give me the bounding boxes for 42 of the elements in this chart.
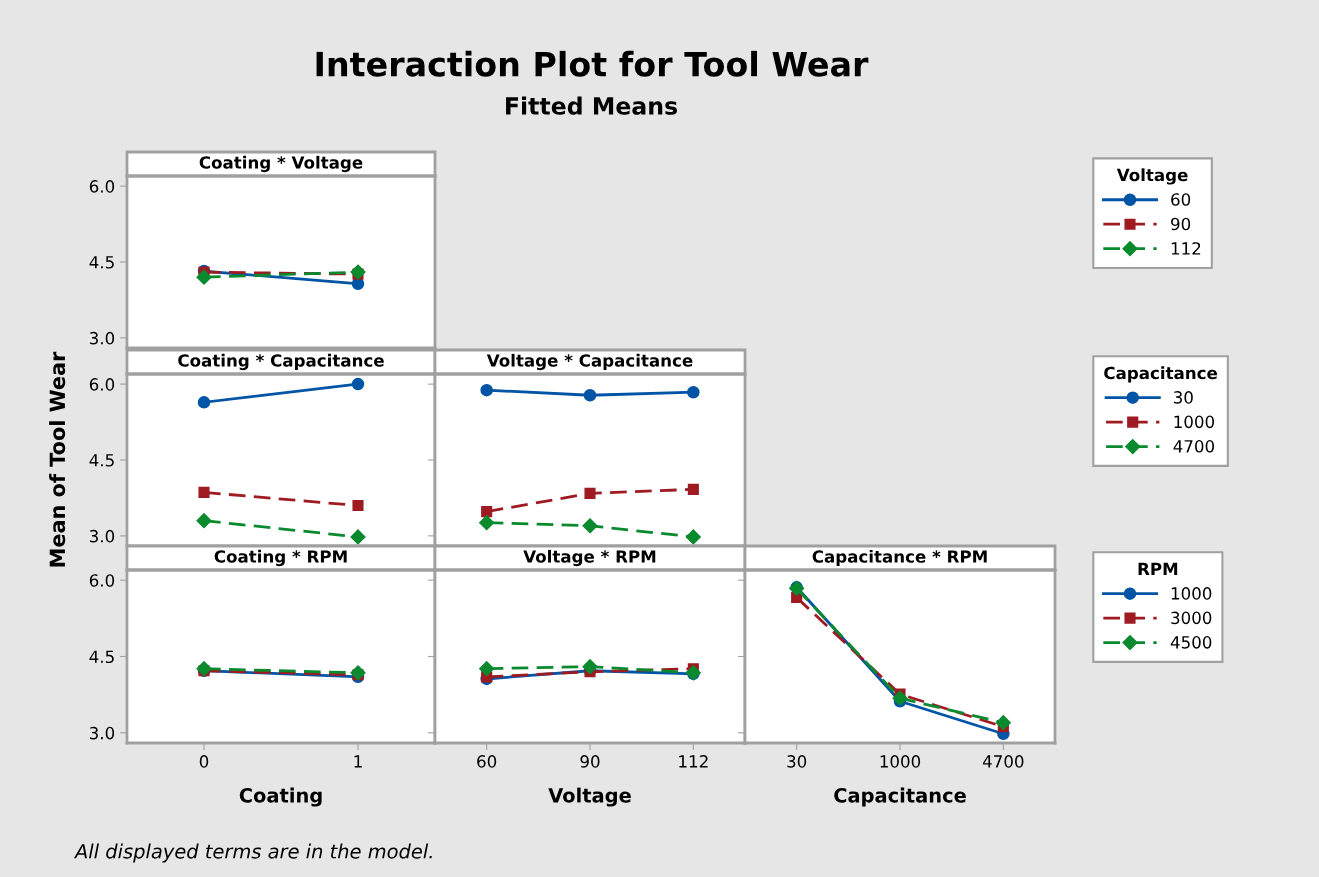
y-tick-label: 3.0 [89,726,115,740]
legend-label: 90 [1171,217,1191,231]
chart-title: Capacitance * RPM [812,549,987,567]
y-tick-label: 6.0 [89,378,115,391]
x-tick-label: 1 [354,755,362,768]
legend-label: 30 [1173,391,1193,404]
y-tick-label: 3.0 [89,331,115,345]
y-tick-label: 4.5 [89,256,114,269]
legend-label: 3000 [1171,611,1212,625]
y-tick-label: 4.5 [89,454,114,467]
chart-title: Coating * RPM [214,549,347,567]
y-tick-label: 3.0 [89,529,115,543]
legend-label: 1000 [1171,587,1212,600]
legend-title: Voltage [1116,168,1188,185]
x-axis-title: Coating [239,787,322,807]
x-tick-label: 60 [477,755,497,768]
y-tick-label: 4.5 [89,650,114,664]
legend-label: 4500 [1170,636,1212,649]
chart-title: Coating * Capacitance [178,353,384,371]
y-axis-title: Mean of Tool Wear [49,351,66,567]
x-tick-label: 1000 [880,755,921,768]
x-tick-label: 4700 [982,755,1024,768]
legend-title: RPM [1138,562,1178,575]
legend-label: 112 [1171,242,1201,255]
chart-title: Voltage * RPM [523,549,656,567]
legend-title: Capacitance [1104,366,1218,383]
x-tick-label: 90 [580,755,600,768]
legend-label: 60 [1171,193,1191,206]
x-axis-title: Voltage [548,787,631,807]
chart-title: Voltage * Capacitance [486,353,693,371]
legend-label: 4700 [1173,440,1215,453]
x-tick-label: 0 [199,755,209,768]
y-tick-label: 6.0 [89,574,115,587]
text: Fitted Means [506,96,677,115]
y-tick-label: 6.0 [89,180,115,193]
x-axis-title: Capacitance [834,787,966,807]
x-tick-label: 30 [787,755,807,768]
chart-title: Coating * Voltage [199,155,363,173]
x-tick-label: 112 [679,755,708,768]
text: All displayed terms are in the model. [73,843,432,863]
text: Interaction Plot for Tool Wear [316,50,869,77]
legend-label: 1000 [1174,415,1215,429]
